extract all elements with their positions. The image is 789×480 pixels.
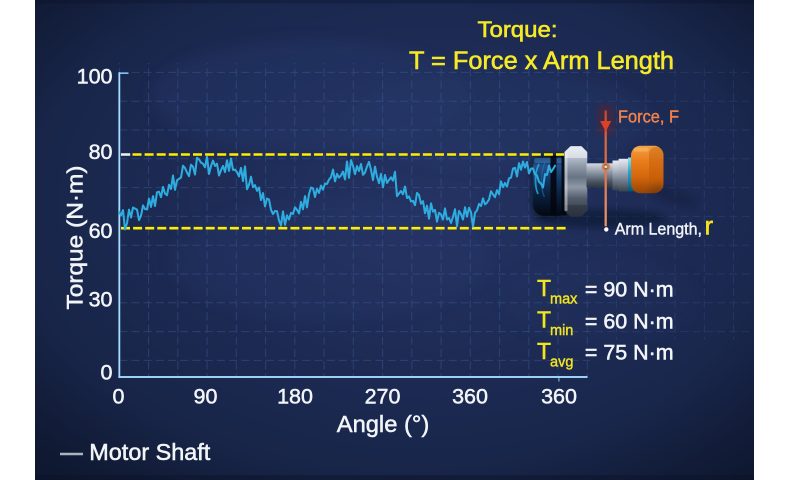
svg-text:T: T bbox=[537, 338, 551, 364]
svg-text:T: T bbox=[537, 275, 551, 301]
svg-text:30: 30 bbox=[89, 287, 113, 311]
svg-text:180: 180 bbox=[277, 385, 313, 409]
svg-text:= 60 N·m: = 60 N·m bbox=[585, 311, 674, 334]
svg-text:r: r bbox=[705, 210, 714, 240]
svg-text:T: T bbox=[537, 307, 551, 333]
svg-text:avg: avg bbox=[550, 355, 573, 371]
svg-text:90: 90 bbox=[194, 385, 218, 409]
svg-text:Arm Length,: Arm Length, bbox=[615, 220, 702, 239]
svg-text:Motor Shaft: Motor Shaft bbox=[89, 439, 210, 465]
svg-text:60: 60 bbox=[89, 219, 113, 243]
svg-text:360: 360 bbox=[541, 385, 577, 409]
svg-text:Angle (°): Angle (°) bbox=[337, 411, 430, 437]
svg-text:100: 100 bbox=[77, 65, 113, 89]
svg-text:= 90 N·m: = 90 N·m bbox=[585, 278, 674, 301]
svg-text:min: min bbox=[550, 323, 573, 339]
svg-text:80: 80 bbox=[89, 140, 113, 164]
svg-text:= 75 N·m: = 75 N·m bbox=[585, 342, 674, 365]
svg-text:Torque (N·m): Torque (N·m) bbox=[63, 166, 88, 310]
svg-text:Force, F: Force, F bbox=[618, 107, 679, 127]
svg-text:0: 0 bbox=[101, 360, 113, 384]
svg-text:Torque:: Torque: bbox=[478, 17, 558, 42]
svg-text:360: 360 bbox=[452, 385, 488, 409]
svg-text:T = Force x Arm Length: T = Force x Arm Length bbox=[409, 47, 674, 75]
svg-text:270: 270 bbox=[365, 385, 401, 409]
svg-text:max: max bbox=[550, 291, 578, 307]
svg-text:0: 0 bbox=[113, 385, 125, 409]
